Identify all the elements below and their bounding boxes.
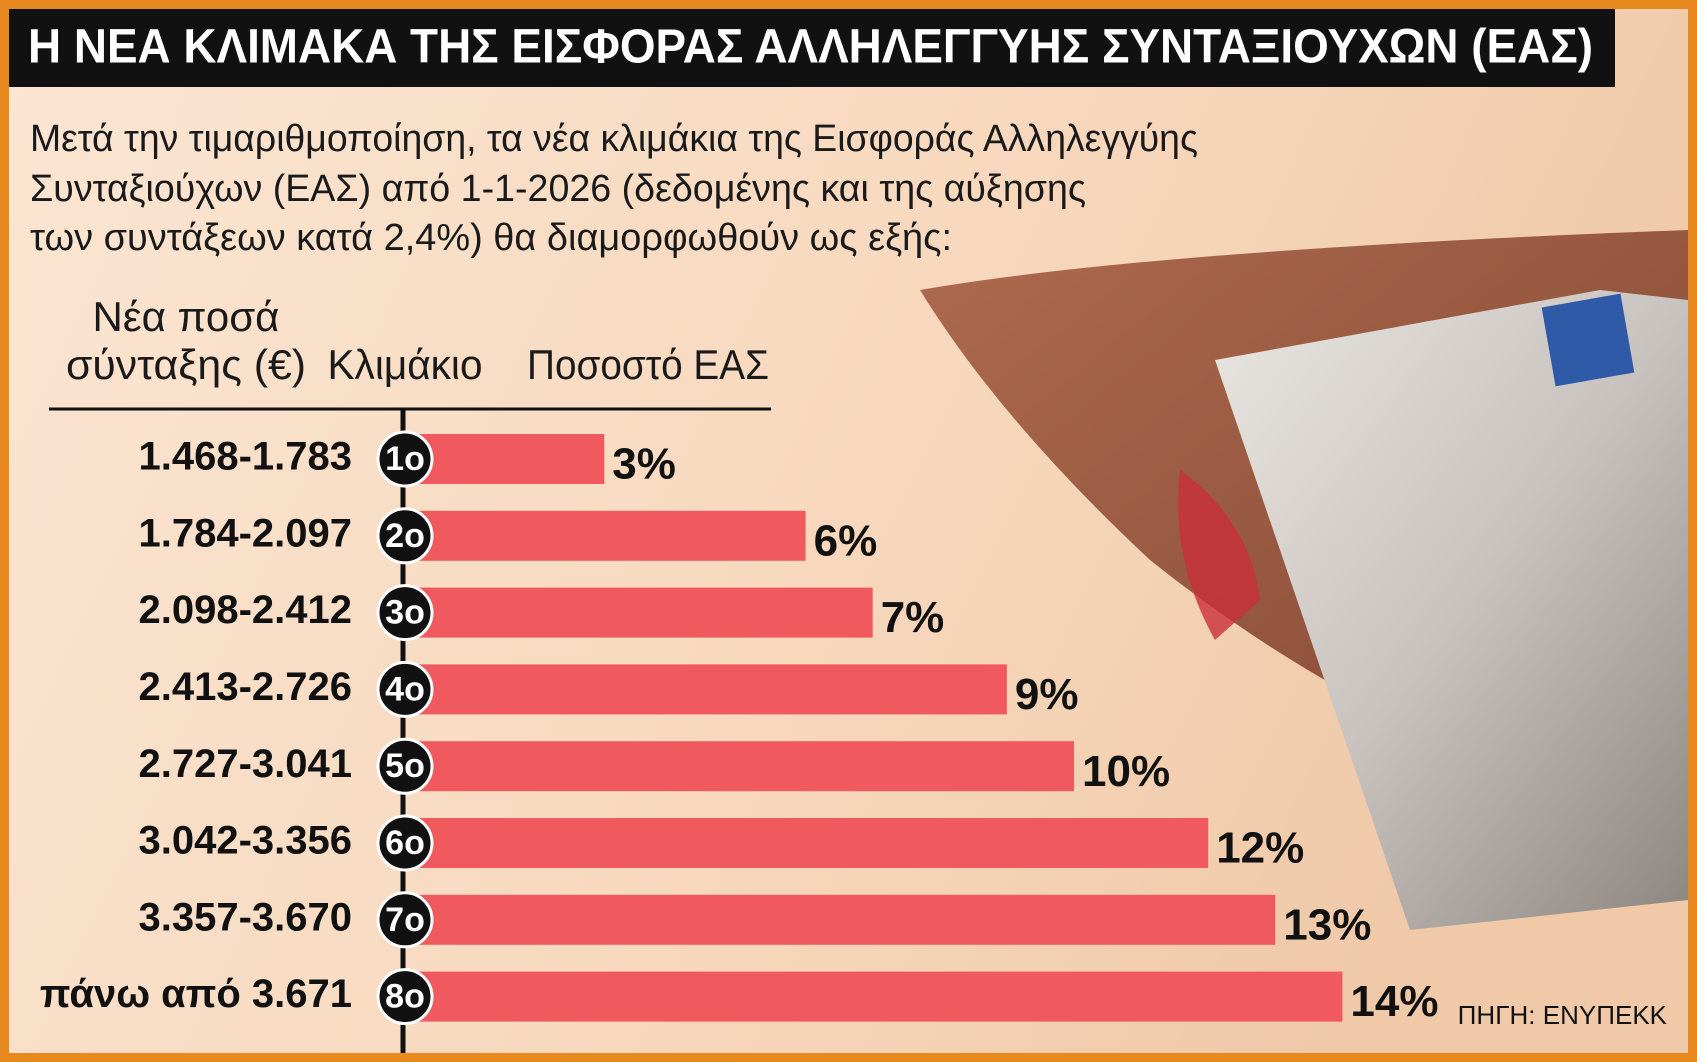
category-label: πάνω από 3.671	[40, 972, 352, 1016]
step-label: 8ο	[385, 978, 425, 1016]
category-label: 2.413-2.726	[138, 665, 352, 709]
bar	[403, 894, 1276, 945]
bar	[403, 664, 1007, 715]
column-header: Κλιμάκιο	[328, 341, 483, 388]
step-label: 4ο	[385, 670, 425, 708]
category-label: 2.098-2.412	[138, 588, 352, 632]
title: Η ΝΕΑ ΚΛΙΜΑΚΑ ΤΗΣ ΕΙΣΦΟΡΑΣ ΑΛΛΗΛΕΓΓΥΗΣ Σ…	[28, 21, 1593, 74]
bar	[403, 818, 1209, 868]
bar	[403, 510, 806, 561]
value-label: 14%	[1350, 977, 1438, 1026]
value-label: 6%	[814, 516, 878, 565]
category-label: 1.468-1.783	[138, 435, 352, 479]
category-label: 3.042-3.356	[138, 819, 352, 863]
bars: 1.468-1.783 1ο 3% 1.784-2.097 2ο 6% 2.098-2.41…	[40, 430, 1438, 1026]
subtitle-line: Μετά την τιμαριθμοποίηση, τα νέα κλιμάκι…	[30, 118, 1198, 160]
column-header: σύνταξης (€)	[66, 341, 306, 388]
step-label: 5ο	[385, 747, 425, 785]
step-label: 1ο	[385, 440, 425, 478]
eu-flag	[1541, 293, 1635, 387]
value-label: 13%	[1283, 900, 1371, 949]
step-badge	[376, 430, 434, 488]
category-label: 1.784-2.097	[138, 511, 352, 555]
subtitle-line: Συνταξιούχων (ΕΑΣ) από 1-1-2026 (δεδομέν…	[30, 168, 1086, 210]
step-badge	[376, 814, 434, 872]
bar	[403, 741, 1074, 792]
banknote-photo	[1215, 290, 1688, 930]
category-label: 2.727-3.041	[138, 742, 352, 786]
value-label: 7%	[881, 593, 945, 642]
column-header: Νέα ποσά	[93, 293, 280, 340]
column-header: Ποσοστό ΕΑΣ	[527, 341, 769, 388]
step-badge	[376, 584, 434, 642]
step-label: 7ο	[385, 901, 425, 939]
value-label: 3%	[612, 440, 676, 489]
source: ΠΗΓΗ: ΕΝΥΠΕΚΚ	[1458, 1000, 1668, 1030]
step-badge	[376, 891, 434, 949]
category-label: 3.357-3.670	[138, 895, 352, 939]
value-label: 10%	[1082, 747, 1170, 796]
value-label: 9%	[1015, 670, 1079, 719]
red-note	[1178, 470, 1260, 640]
bar	[403, 434, 605, 484]
step-badge	[376, 737, 434, 795]
title-bar	[9, 9, 1615, 87]
step-label: 3ο	[385, 594, 425, 632]
bar	[403, 587, 873, 638]
step-badge	[376, 660, 434, 718]
step-label: 2ο	[385, 517, 425, 555]
subtitle-line: των συντάξεων κατά 2,4%) θα διαμορφωθούν…	[30, 217, 952, 259]
step-label: 6ο	[385, 824, 425, 862]
bar	[403, 971, 1343, 1022]
step-badge	[376, 968, 434, 1026]
value-label: 12%	[1216, 824, 1304, 873]
step-badge	[376, 507, 434, 565]
